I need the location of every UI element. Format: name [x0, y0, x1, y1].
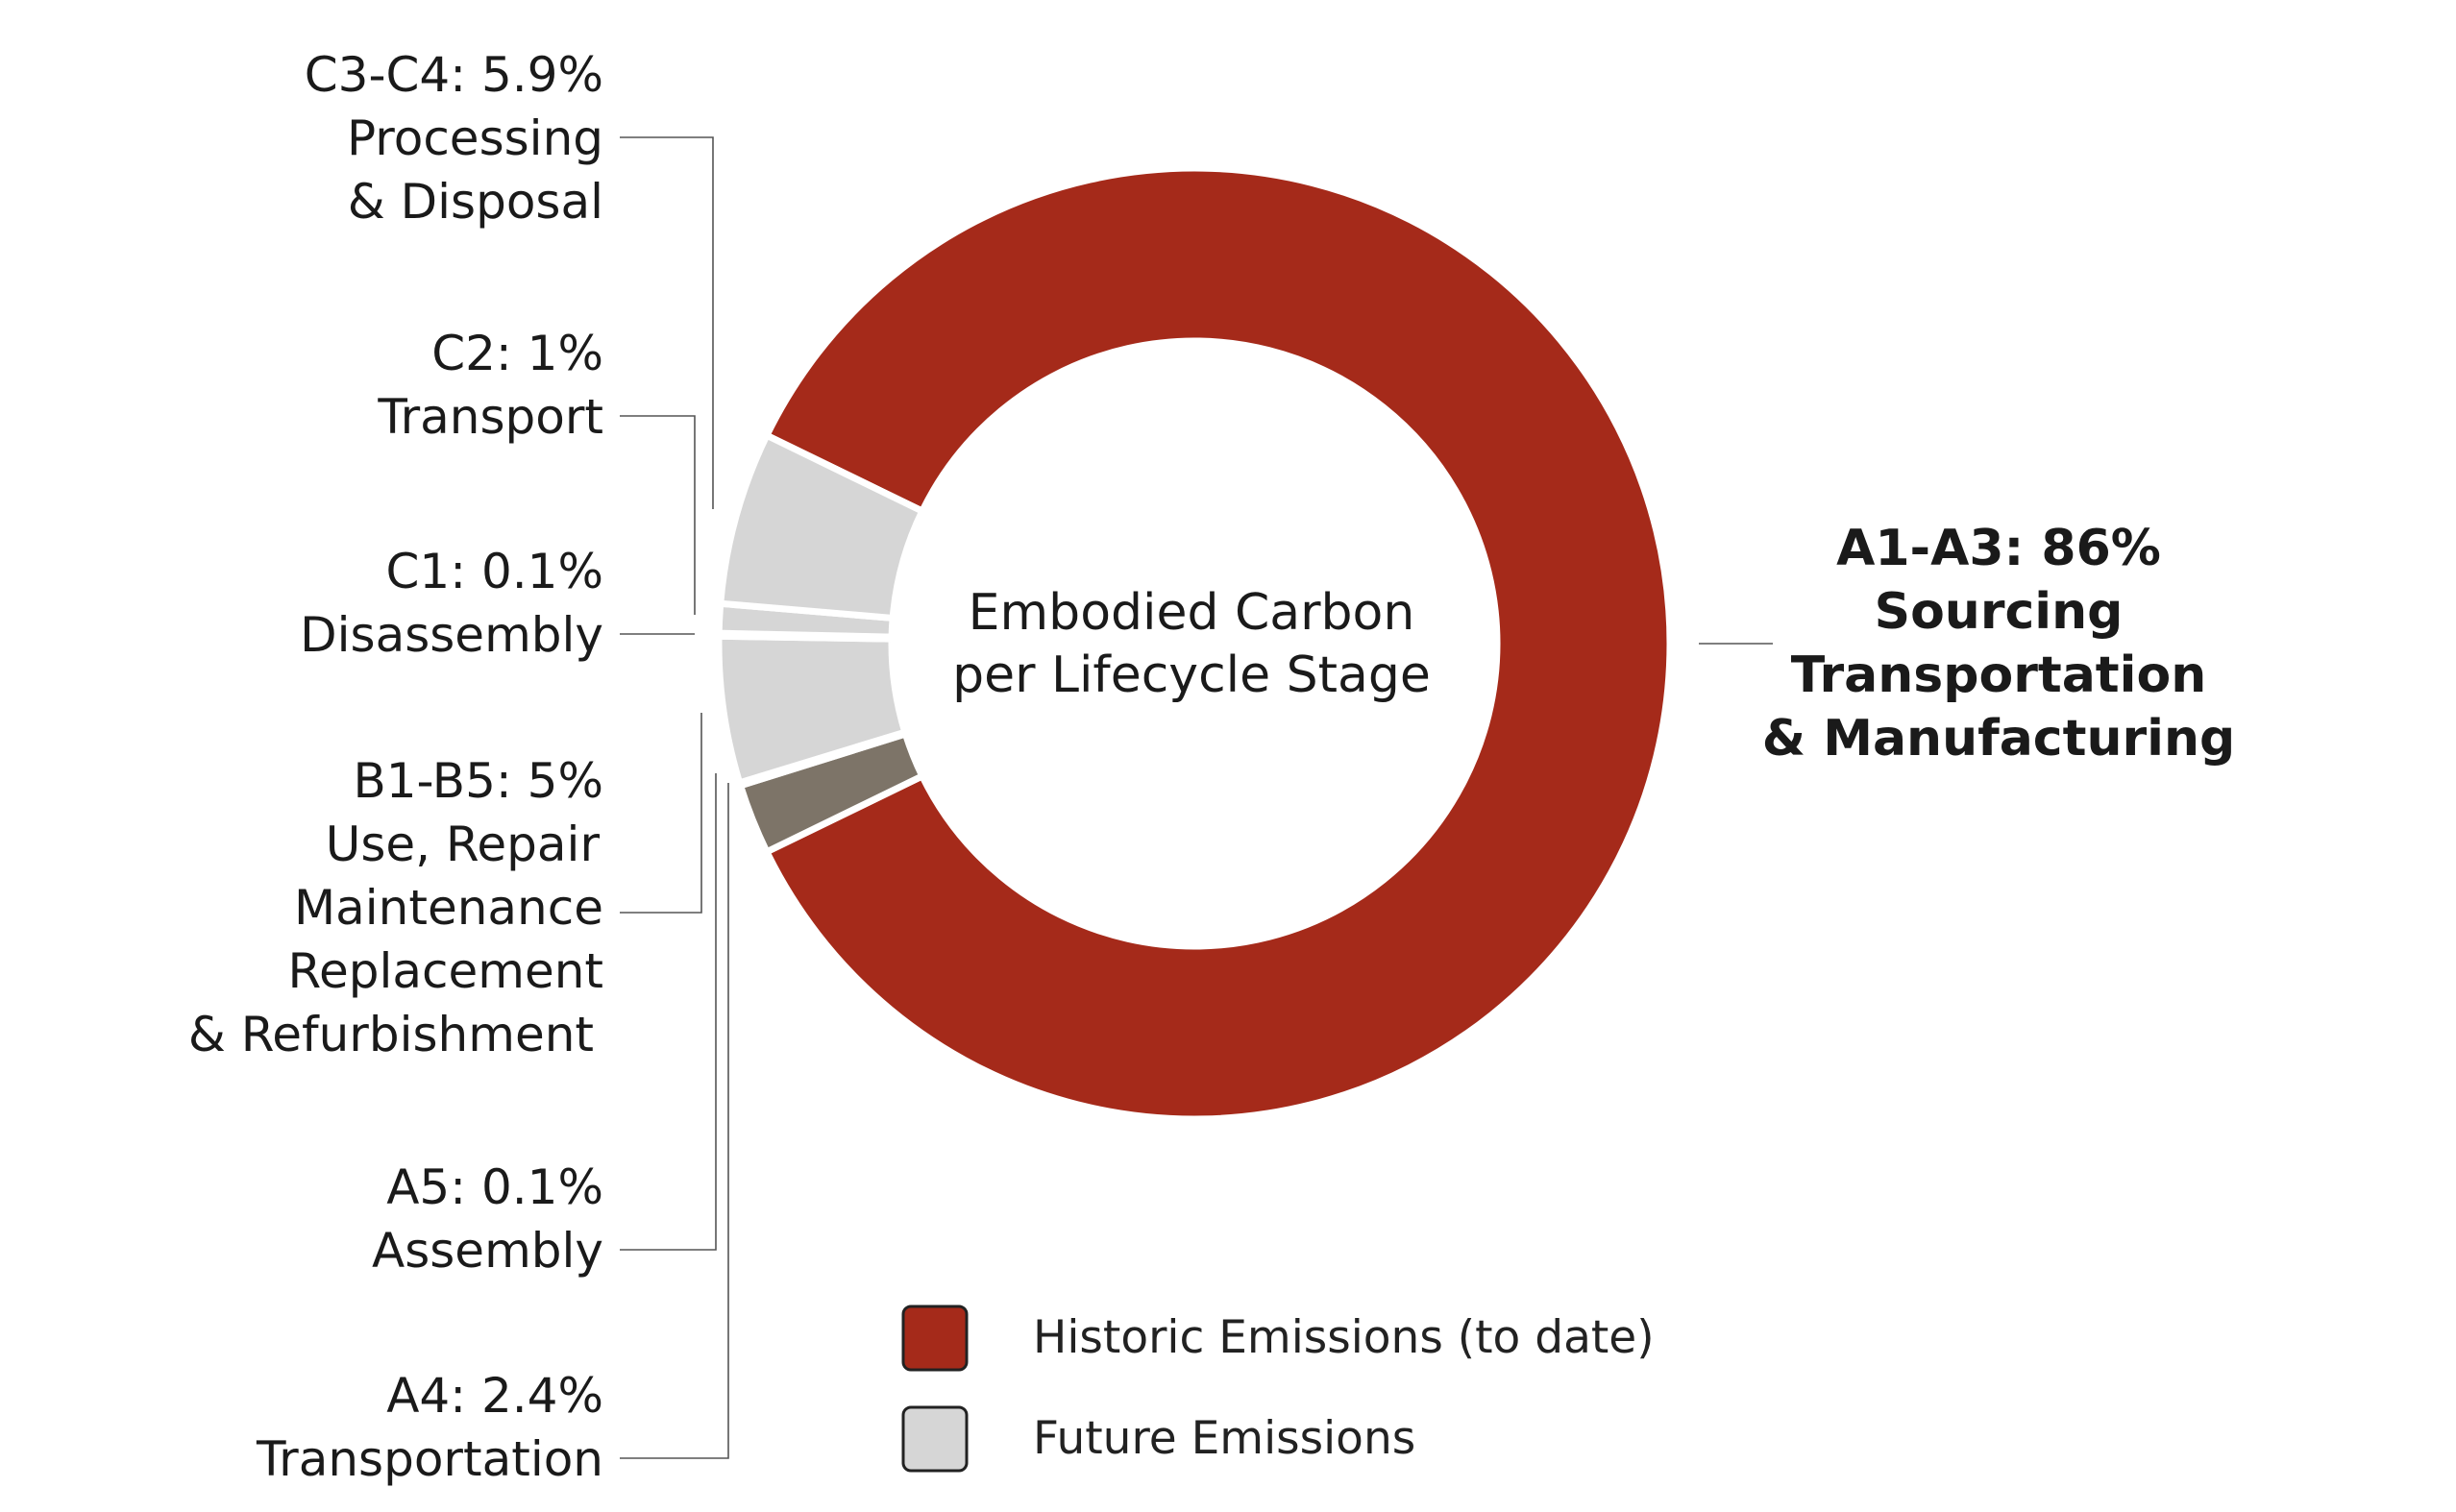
label-c1-code: C1: — [386, 544, 467, 599]
label-b1-b5-desc-0: Use, Repair — [326, 817, 601, 872]
legend-label-historic: Historic Emissions (to date) — [1033, 1311, 1655, 1364]
leader-lines — [620, 136, 1773, 1459]
label-a1-a3-desc-0: Sourcing — [1875, 583, 2124, 641]
label-a5-percent: 0.1% — [466, 1159, 603, 1215]
slice-a1-a3 — [763, 164, 1674, 1123]
label-a4-header: A4: 2.4% — [386, 1368, 603, 1424]
label-c3-c4-desc-0: Processing — [347, 110, 603, 166]
label-c1-desc-0: Disassembly — [300, 607, 603, 663]
label-c1-percent: 0.1% — [466, 544, 603, 599]
label-b1-b5-desc-2: Replacement — [287, 943, 603, 999]
label-b1-b5-desc-3: & Refurbishment — [188, 1007, 594, 1062]
label-a1-a3-desc-1: Transportation — [1791, 646, 2206, 704]
label-a4-desc-0: Transportation — [256, 1431, 603, 1487]
leader-a4 — [620, 783, 729, 1459]
label-a5-header: A5: 0.1% — [386, 1159, 603, 1215]
leader-a5 — [620, 773, 717, 1251]
label-c3-c4-percent: 5.9% — [466, 47, 603, 103]
leader-c3-c4 — [620, 136, 714, 509]
label-a5-code: A5: — [386, 1159, 466, 1215]
label-c2-code: C2: — [431, 326, 512, 381]
label-a1-a3-code: A1-A3: — [1836, 520, 2024, 577]
leader-b1-b5 — [620, 713, 702, 914]
label-c3-c4-code: C3-C4: — [305, 47, 466, 103]
label-b1-b5-desc-1: Maintenance — [294, 880, 603, 936]
label-c1-header: C1: 0.1% — [386, 544, 604, 599]
center-title-line-1: Embodied Carbon — [969, 584, 1415, 642]
label-c3-c4-desc-1: & Disposal — [348, 174, 603, 230]
label-c3-c4: C3-C4: 5.9% Processing & Disposal — [305, 47, 603, 230]
label-c1: C1: 0.1% Disassembly — [300, 544, 603, 663]
legend-swatch-future — [901, 1405, 969, 1473]
legend-label-future: Future Emissions — [1033, 1412, 1415, 1465]
label-b1-b5-code: B1-B5: — [353, 753, 511, 809]
leader-c2 — [620, 415, 696, 615]
label-a4-percent: 2.4% — [466, 1368, 603, 1424]
label-b1-b5-percent: 5% — [512, 753, 603, 809]
label-a5: A5: 0.1% Assembly — [372, 1159, 603, 1279]
label-c2: C2: 1% Transport — [377, 326, 603, 445]
donut-slices — [715, 164, 1674, 1123]
label-b1-b5-header: B1-B5: 5% — [353, 753, 603, 809]
label-c2-desc-0: Transport — [377, 389, 603, 445]
legend-swatch-historic — [901, 1305, 969, 1372]
label-a4: A4: 2.4% Transportation — [256, 1368, 603, 1487]
label-a5-desc-0: Assembly — [372, 1223, 603, 1279]
label-c2-header: C2: 1% — [431, 326, 603, 381]
label-c2-percent: 1% — [512, 326, 603, 381]
label-c3-c4-header: C3-C4: 5.9% — [305, 47, 603, 103]
slice-c3-c4 — [717, 431, 926, 622]
label-a1-a3-percent: 86% — [2024, 520, 2161, 577]
label-a1-a3-header: A1-A3: 86% — [1836, 520, 2161, 577]
center-title-line-2: per Lifecycle Stage — [952, 646, 1431, 704]
label-b1-b5: B1-B5: 5% Use, Repair Maintenance Replaceme… — [188, 753, 603, 1062]
center-title: Embodied Carbon per Lifecycle Stage — [952, 584, 1431, 704]
label-a4-code: A4: — [386, 1368, 466, 1424]
legend: Historic Emissions (to date) Future Emis… — [901, 1305, 1655, 1473]
label-a1-a3-desc-2: & Manufacturing — [1762, 710, 2235, 768]
